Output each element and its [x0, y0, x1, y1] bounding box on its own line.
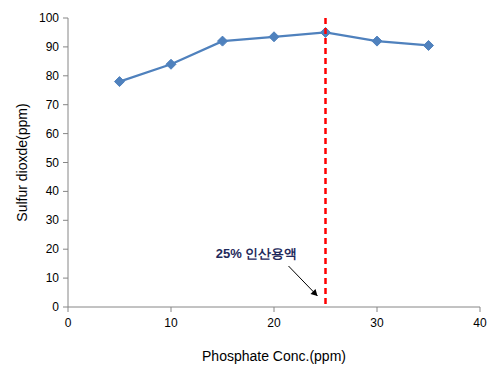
- y-tick: [63, 18, 68, 19]
- x-tick: [480, 307, 481, 312]
- y-tick: [63, 220, 68, 221]
- annotation-arrowhead: [311, 289, 318, 296]
- data-point: [115, 77, 125, 87]
- y-tick-label: 60: [46, 127, 60, 141]
- data-point: [269, 32, 279, 42]
- y-tick-label: 40: [46, 184, 60, 198]
- y-axis-label: Sulfur dioxde(ppm): [14, 103, 30, 221]
- y-tick: [63, 278, 68, 279]
- reference-line: [324, 18, 327, 307]
- y-tick-label: 100: [39, 11, 59, 25]
- data-point: [218, 36, 228, 46]
- y-tick: [63, 307, 68, 308]
- y-tick: [63, 104, 68, 105]
- data-point: [166, 59, 176, 69]
- data-point: [424, 40, 434, 50]
- y-tick: [63, 249, 68, 250]
- x-tick: [377, 307, 378, 312]
- x-tick-label: 0: [65, 316, 72, 330]
- y-tick-label: 0: [52, 300, 59, 314]
- x-tick: [68, 307, 69, 312]
- y-tick-label: 80: [46, 69, 60, 83]
- x-tick-label: 20: [267, 316, 281, 330]
- y-tick-label: 10: [46, 271, 60, 285]
- data-point: [372, 36, 382, 46]
- x-tick: [171, 307, 172, 312]
- y-tick-label: 20: [46, 242, 60, 256]
- x-tick: [274, 307, 275, 312]
- chart: 0 10 20 30 40 50 60 70 80 90 100 0 10 20 30 40 Phosphate…: [0, 0, 494, 374]
- y-tick: [63, 133, 68, 134]
- annotation-arrow: [289, 266, 318, 296]
- annotation-text: 25% 인산용액: [216, 246, 298, 261]
- y-tick: [63, 75, 68, 76]
- x-tick-label: 10: [164, 316, 178, 330]
- x-axis-label: Phosphate Conc.(ppm): [202, 348, 346, 364]
- data-line: [120, 32, 429, 81]
- y-tick: [63, 162, 68, 163]
- y-tick-label: 90: [46, 40, 60, 54]
- x-tick-label: 40: [473, 316, 487, 330]
- y-tick-label: 50: [46, 156, 60, 170]
- y-tick: [63, 46, 68, 47]
- x-tick-label: 30: [370, 316, 384, 330]
- y-tick: [63, 191, 68, 192]
- y-tick-label: 70: [46, 98, 60, 112]
- y-tick-label: 30: [46, 213, 60, 227]
- plot-area: [115, 18, 434, 307]
